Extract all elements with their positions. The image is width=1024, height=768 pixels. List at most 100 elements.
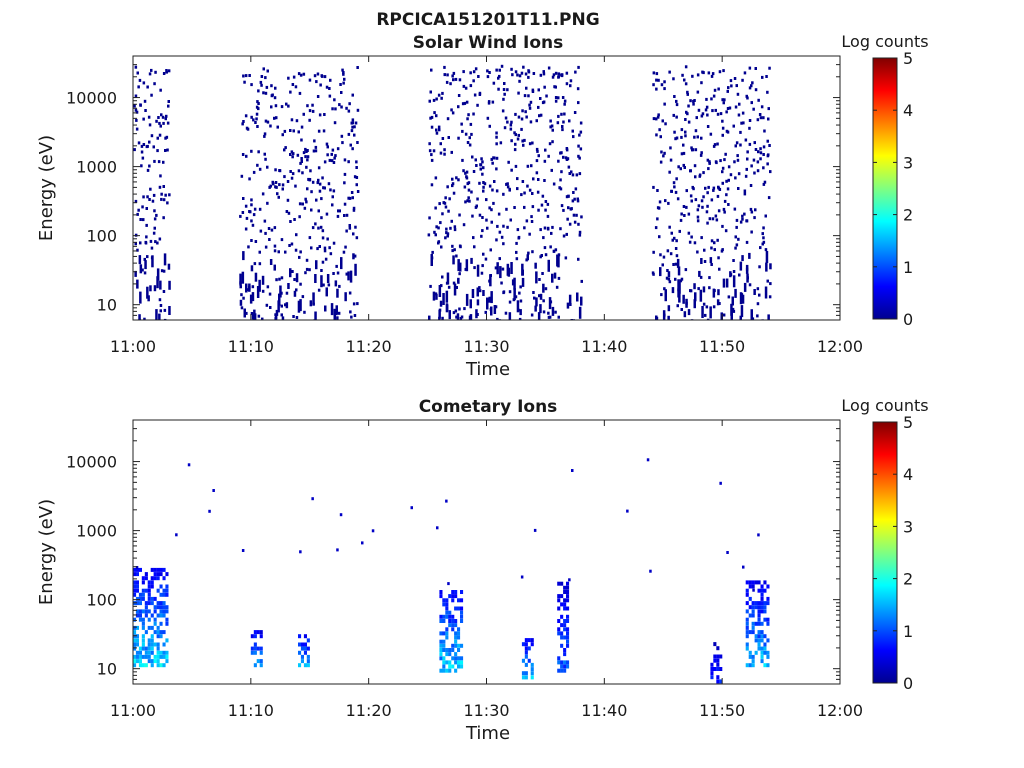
heatmap-cell	[310, 246, 313, 250]
heatmap-cell	[290, 118, 294, 122]
heatmap-cell	[457, 178, 460, 182]
heatmap-cell	[757, 617, 761, 622]
heatmap-cell	[155, 309, 158, 320]
heatmap-cell	[700, 236, 703, 240]
heatmap-cell	[544, 200, 548, 203]
heatmap-cell	[457, 660, 461, 665]
heatmap-cell	[250, 198, 253, 202]
heatmap-cell	[693, 164, 697, 168]
heatmap-cell	[709, 306, 712, 319]
heatmap-cell	[135, 638, 139, 643]
heatmap-cell	[729, 173, 733, 177]
heatmap-cell	[259, 630, 263, 635]
heatmap-cell	[165, 621, 169, 626]
heatmap-cell	[430, 183, 434, 187]
heatmap-cell	[689, 99, 692, 103]
heatmap-cell	[707, 167, 710, 171]
heatmap-cell	[759, 157, 762, 161]
heatmap-cell	[443, 148, 446, 152]
heatmap-cell	[147, 584, 151, 589]
heatmap-cell	[557, 253, 561, 257]
heatmap-cell	[147, 592, 151, 597]
heatmap-cell	[699, 275, 703, 279]
heatmap-cell	[291, 155, 294, 159]
heatmap-cell	[663, 87, 666, 91]
heatmap-cell	[668, 170, 671, 174]
heatmap-cell	[693, 135, 696, 139]
heatmap-cell	[294, 248, 298, 252]
heatmap-cell	[515, 257, 519, 261]
heatmap-cell	[162, 567, 166, 572]
heatmap-cell	[250, 149, 253, 153]
heatmap-cell	[557, 315, 560, 319]
heatmap-cell	[464, 200, 467, 204]
heatmap-cell	[300, 138, 303, 142]
heatmap-cell	[496, 224, 499, 228]
heatmap-cell	[528, 103, 531, 107]
heatmap-cell	[137, 208, 140, 212]
heatmap-cell	[159, 592, 163, 597]
heatmap-cell	[572, 135, 575, 139]
heatmap-cell	[674, 262, 678, 266]
heatmap-cell	[156, 663, 160, 668]
heatmap-cell	[703, 260, 707, 263]
heatmap-cell	[147, 596, 151, 601]
colorbar-gradient	[872, 421, 898, 684]
heatmap-cell	[566, 619, 570, 623]
heatmap-cell	[495, 156, 499, 160]
heatmap-cell	[281, 316, 285, 320]
heatmap-cell	[156, 136, 159, 140]
heatmap-cell	[732, 275, 736, 288]
heatmap-cell	[166, 121, 170, 125]
heatmap-cell	[300, 646, 304, 651]
heatmap-cell	[760, 592, 764, 597]
heatmap-cell	[766, 638, 770, 643]
heatmap-cell	[308, 236, 312, 240]
heatmap-cell	[689, 289, 693, 293]
heatmap-cell	[698, 173, 702, 177]
heatmap-cell	[510, 262, 513, 274]
heatmap-cell	[453, 248, 456, 252]
heatmap-cell	[451, 111, 455, 115]
heatmap-cell	[489, 248, 492, 252]
heatmap-cell	[656, 115, 660, 119]
x-axis-ticks: 11:00 11:10 11:20 11:30 11:40 11:50 12:00	[110, 420, 863, 720]
heatmap-cell	[707, 71, 711, 75]
heatmap-cell	[525, 86, 528, 90]
heatmap-cell	[748, 66, 752, 70]
heatmap-cell	[136, 212, 139, 216]
heatmap-cell	[299, 299, 302, 312]
heatmap-cell	[563, 590, 567, 594]
heatmap-cell	[460, 122, 463, 126]
heatmap-cell	[520, 117, 524, 121]
heatmap-cell	[141, 654, 145, 659]
heatmap-cell	[152, 193, 156, 197]
heatmap-cell	[551, 273, 554, 283]
heatmap-cell	[763, 617, 767, 622]
heatmap-cell	[133, 638, 137, 643]
heatmap-cell	[439, 300, 443, 307]
heatmap-cell	[448, 197, 451, 201]
heatmap-cell	[734, 176, 737, 180]
heatmap-cell	[577, 222, 580, 226]
heatmap-cell	[254, 121, 257, 124]
heatmap-cell	[156, 276, 159, 289]
heatmap-cell	[321, 260, 325, 264]
heatmap-cell	[725, 110, 728, 114]
heatmap-cell	[557, 276, 561, 280]
heatmap-cell	[264, 76, 267, 80]
x-axis-label: Time	[465, 723, 510, 744]
heatmap-cell	[478, 93, 482, 96]
heatmap-cell	[326, 274, 330, 283]
heatmap-cell	[551, 75, 555, 79]
heatmap-cell	[536, 149, 539, 153]
heatmap-cell	[706, 125, 710, 128]
heatmap-cell	[291, 172, 295, 176]
heatmap-cell	[661, 263, 664, 267]
heatmap-cell	[498, 68, 501, 72]
heatmap-cell	[751, 601, 755, 606]
heatmap-cell	[722, 207, 726, 211]
heatmap-cell	[263, 134, 266, 138]
heatmap-cell	[705, 97, 708, 101]
